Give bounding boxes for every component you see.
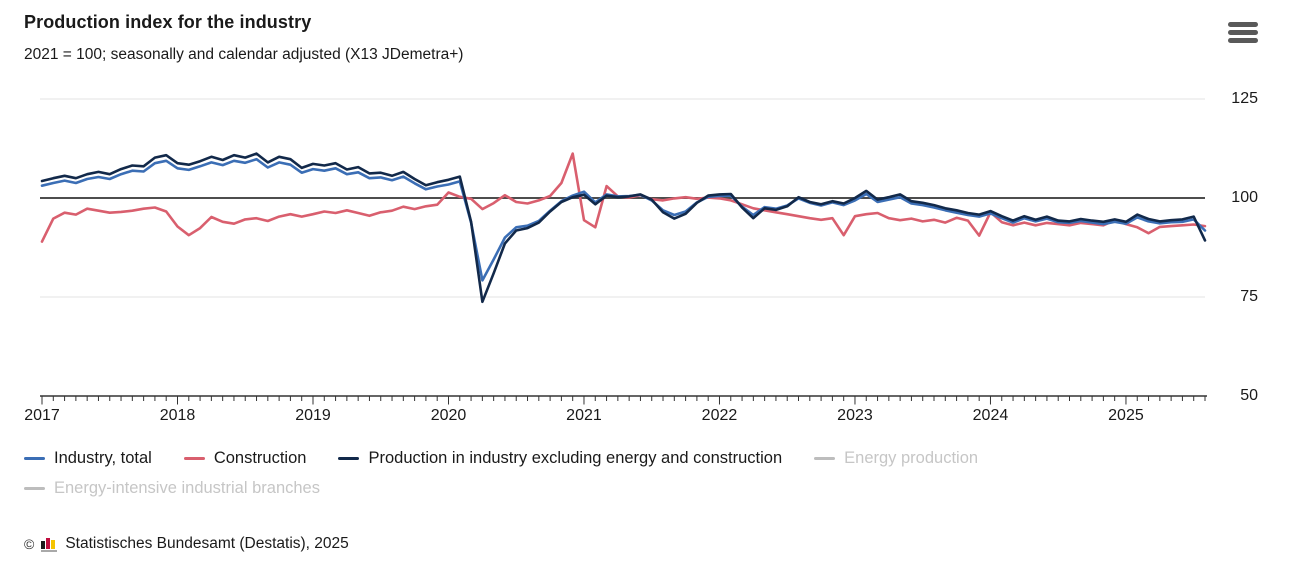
x-tick-label-2020: 2020 xyxy=(430,407,467,424)
legend-dash-icon xyxy=(814,456,836,461)
y-tick-label-100: 100 xyxy=(1231,189,1258,206)
legend-item-production-in-industry-excluding-energy-and-construction[interactable]: Production in industry excluding energy … xyxy=(338,449,782,468)
menu-bar xyxy=(1228,22,1258,27)
x-tick-label-2017: 2017 xyxy=(24,407,60,424)
series-line-production-in-industry-excluding-energy-and-construction[interactable] xyxy=(40,152,1207,304)
y-tick-label-125: 125 xyxy=(1231,90,1258,107)
copyright-symbol: © xyxy=(24,536,35,552)
legend-item-energy-intensive-industrial-branches[interactable]: Energy-intensive industrial branches xyxy=(24,479,320,498)
hamburger-menu-icon[interactable] xyxy=(1228,22,1258,46)
x-tick-label-2022: 2022 xyxy=(701,407,738,424)
menu-bar xyxy=(1228,30,1258,35)
legend-label: Construction xyxy=(213,449,307,467)
legend-item-construction[interactable]: Construction xyxy=(183,449,307,468)
destatis-bar-chart-icon xyxy=(41,536,58,552)
legend-label: Industry, total xyxy=(54,449,152,467)
legend-item-industry-total[interactable]: Industry, total xyxy=(24,449,152,468)
footer: © Statistisches Bundesamt (Destatis), 20… xyxy=(24,535,349,553)
x-tick-label-2021: 2021 xyxy=(566,407,602,424)
x-tick-label-2025: 2025 xyxy=(1108,407,1144,424)
x-tick-label-2024: 2024 xyxy=(972,407,1009,424)
legend-dash-icon xyxy=(24,456,45,461)
source-text: Statistisches Bundesamt (Destatis), 2025 xyxy=(65,535,349,552)
y-tick-label-75: 75 xyxy=(1240,288,1258,305)
chart-subtitle: 2021 = 100; seasonally and calendar adju… xyxy=(24,46,464,63)
x-tick-label-2018: 2018 xyxy=(159,407,196,424)
legend-dash-icon xyxy=(24,486,45,491)
legend-label: Energy production xyxy=(844,449,979,467)
chart-legend: Industry, total Construction Production in… xyxy=(24,449,1272,498)
page-title: Production index for the industry xyxy=(24,12,312,32)
x-tick-label-2023: 2023 xyxy=(837,407,873,424)
legend-dash-icon xyxy=(338,456,360,461)
legend-label: Production in industry excluding energy … xyxy=(368,449,783,467)
legend-item-energy-production[interactable]: Energy production xyxy=(814,449,978,468)
menu-bar xyxy=(1228,38,1258,43)
legend-dash-icon xyxy=(183,456,205,461)
legend-label: Energy-intensive industrial branches xyxy=(54,479,320,497)
x-tick-label-2019: 2019 xyxy=(295,407,331,424)
y-tick-label-50: 50 xyxy=(1240,387,1258,404)
